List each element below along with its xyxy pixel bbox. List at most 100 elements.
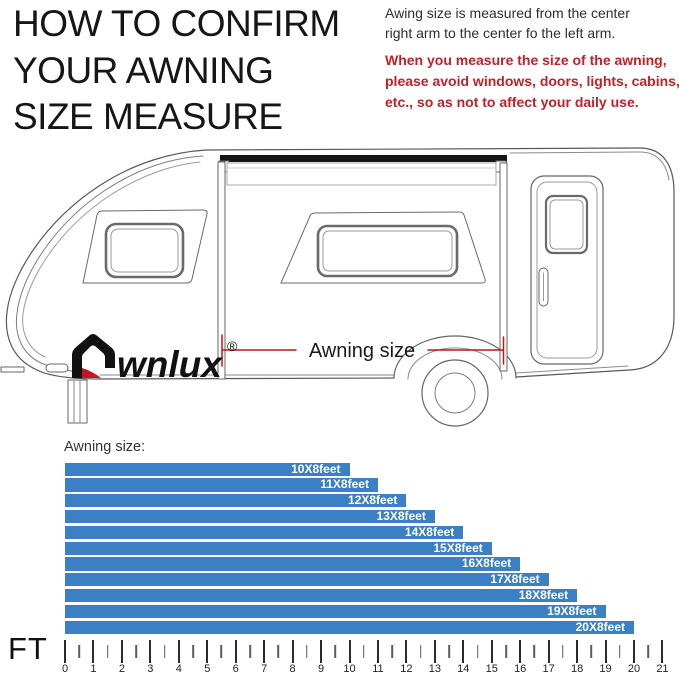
- ruler-number: 21: [656, 663, 669, 675]
- ruler-number: 4: [175, 663, 182, 675]
- warning-text: When you measure the size of the awning,…: [385, 50, 679, 113]
- ruler-number: 7: [261, 663, 268, 675]
- ruler-minor-tick: [419, 645, 422, 658]
- bar-11X8feet: 11X8feet: [65, 477, 378, 492]
- ruler-minor-tick: [78, 645, 81, 658]
- ruler-minor-tick: [334, 645, 337, 658]
- note-line-1: Awing size is measured from the center: [385, 5, 630, 21]
- awnlux-logo-red-swoosh-icon: [82, 368, 101, 378]
- bar-18X8feet: 18X8feet: [65, 587, 578, 603]
- ruler-number: 19: [599, 663, 612, 675]
- bar-label: 17X8feet: [490, 572, 540, 587]
- ruler-major-tick: [149, 640, 152, 663]
- ruler-major-tick: [92, 640, 95, 663]
- door-handle: [538, 267, 549, 307]
- ruler-number: 1: [90, 663, 97, 675]
- awning-rear-arm: [499, 162, 508, 372]
- ruler-minor-tick: [135, 645, 137, 658]
- ruler-major-tick: [64, 640, 66, 663]
- ruler-number: 18: [570, 663, 584, 675]
- bar-12X8feet: 12X8feet: [65, 493, 407, 508]
- bar-label: 19X8feet: [547, 603, 597, 618]
- ruler-minor-tick: [562, 645, 564, 658]
- bar-label: 15X8feet: [433, 540, 483, 555]
- bar-17X8feet: 17X8feet: [65, 572, 549, 587]
- warning-line-3: etc., so as not to affect your daily use…: [385, 94, 639, 110]
- ruler-minor-tick: [618, 645, 621, 658]
- bar-label: 18X8feet: [518, 587, 569, 602]
- chart-title: Awning size:: [64, 439, 146, 455]
- ruler-major-tick: [263, 640, 266, 663]
- title-line-3: SIZE MEASURE: [13, 96, 283, 137]
- ruler-minor-tick: [505, 645, 507, 658]
- bar-20X8feet: 20X8feet: [65, 620, 634, 634]
- ruler-minor-tick: [163, 645, 166, 658]
- measurement-note: Awing size is measured from the center r…: [385, 4, 679, 43]
- ruler-number: 2: [118, 663, 125, 675]
- ruler-number: 5: [204, 663, 211, 675]
- ruler-minor-tick: [476, 645, 479, 658]
- bar-label: 14X8feet: [404, 524, 455, 539]
- ruler-number: 14: [457, 663, 470, 675]
- bar-label: 12X8feet: [348, 493, 398, 508]
- registered-trademark-icon: ®: [227, 338, 238, 354]
- side-window: [280, 211, 486, 284]
- bar-16X8feet: 16X8feet: [65, 556, 521, 571]
- bar-10X8feet: 10X8feet: [65, 461, 350, 476]
- bar-label: 13X8feet: [376, 508, 426, 523]
- ruler-major-tick: [120, 640, 123, 663]
- ruler-major-tick: [661, 640, 664, 663]
- ruler-major-tick: [519, 640, 522, 663]
- ruler-number: 9: [317, 663, 325, 675]
- ruler-minor-tick: [448, 645, 450, 658]
- ruler-number: 10: [343, 663, 356, 675]
- awning-roller: [220, 155, 507, 162]
- ruler-number: 0: [61, 663, 69, 675]
- awning-size-annotation: [221, 334, 505, 367]
- note-line-2: right arm to the center fo the left arm.: [385, 24, 616, 41]
- warning-line-2: please avoid windows, doors, lights, cab…: [385, 73, 679, 89]
- ruler-major-tick: [576, 640, 579, 663]
- bar-label: 16X8feet: [461, 556, 512, 571]
- ruler-minor-tick: [277, 645, 280, 658]
- ruler-minor-tick: [249, 645, 251, 658]
- ruler-number: 13: [428, 663, 441, 675]
- ruler-major-tick: [291, 640, 294, 663]
- ruler-major-tick: [604, 640, 607, 663]
- ruler-number: 11: [372, 663, 384, 675]
- awning-assembly: [217, 155, 508, 380]
- ruler-major-tick: [177, 640, 180, 663]
- ruler-major-tick: [320, 640, 323, 663]
- ruler-minor-tick: [590, 645, 593, 658]
- front-window: [82, 209, 208, 284]
- awnlux-logo-a-icon: [72, 334, 115, 378]
- title-line-1: HOW TO CONFIRM: [13, 3, 340, 44]
- support-leg: [67, 379, 88, 424]
- bar-label: 10X8feet: [291, 461, 341, 476]
- ruler-number: 16: [514, 663, 527, 675]
- ruler-minor-tick: [220, 645, 223, 658]
- awning-size-label: Awning size: [309, 340, 415, 362]
- ruler-number: 17: [542, 663, 555, 675]
- ruler-major-tick: [462, 640, 465, 663]
- ruler-number: 6: [232, 663, 239, 675]
- trailer-body-outline: [5, 147, 675, 380]
- bar-13X8feet: 13X8feet: [65, 508, 435, 524]
- trailer-diagram: Awning size wnlux ®: [0, 147, 675, 427]
- ruler-major-tick: [376, 640, 379, 663]
- ruler-number: 20: [627, 663, 641, 675]
- ruler-major-tick: [234, 640, 237, 663]
- ruler-minor-tick: [647, 645, 650, 658]
- awning-front-arm: [217, 161, 226, 380]
- awnlux-logo: wnlux ®: [72, 334, 238, 385]
- bar-19X8feet: 19X8feet: [65, 603, 606, 619]
- ruler-major-tick: [547, 640, 550, 663]
- ruler-minor-tick: [362, 645, 365, 658]
- ruler-major-tick: [490, 640, 493, 663]
- ruler-major-tick: [633, 640, 635, 663]
- door: [530, 175, 604, 365]
- ruler-number: 15: [485, 663, 498, 675]
